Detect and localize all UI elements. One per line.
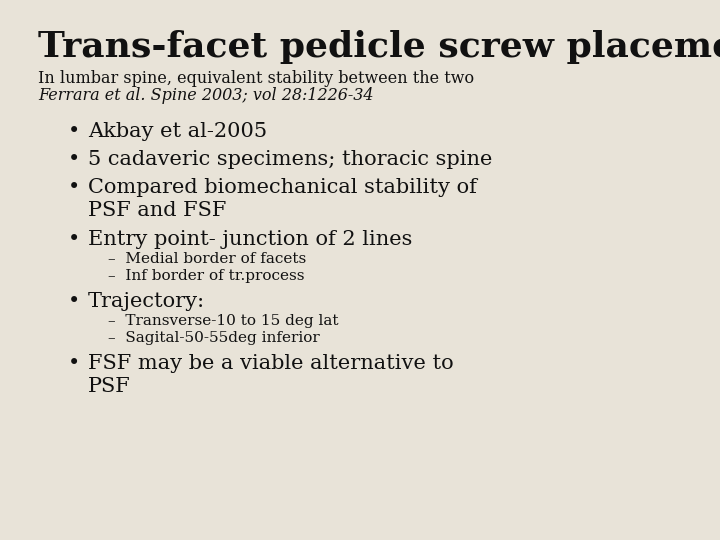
- Text: Trans-facet pedicle screw placement: Trans-facet pedicle screw placement: [38, 30, 720, 64]
- Text: –  Transverse-10 to 15 deg lat: – Transverse-10 to 15 deg lat: [108, 314, 338, 328]
- Text: Akbay et al-2005: Akbay et al-2005: [88, 122, 267, 141]
- Text: FSF may be a viable alternative to
PSF: FSF may be a viable alternative to PSF: [88, 354, 454, 396]
- Text: Compared biomechanical stability of
PSF and FSF: Compared biomechanical stability of PSF …: [88, 178, 477, 220]
- Text: •: •: [68, 292, 80, 311]
- Text: Ferrara et al. Spine 2003; vol 28:1226-34: Ferrara et al. Spine 2003; vol 28:1226-3…: [38, 87, 374, 104]
- Text: Trajectory:: Trajectory:: [88, 292, 205, 311]
- Text: •: •: [68, 150, 80, 169]
- Text: •: •: [68, 230, 80, 249]
- Text: •: •: [68, 122, 80, 141]
- Text: 5 cadaveric specimens; thoracic spine: 5 cadaveric specimens; thoracic spine: [88, 150, 492, 169]
- Text: •: •: [68, 354, 80, 373]
- Text: –  Inf border of tr.process: – Inf border of tr.process: [108, 269, 305, 283]
- Text: In lumbar spine, equivalent stability between the two: In lumbar spine, equivalent stability be…: [38, 70, 474, 87]
- Text: –  Medial border of facets: – Medial border of facets: [108, 252, 306, 266]
- Text: –  Sagital-50-55deg inferior: – Sagital-50-55deg inferior: [108, 331, 320, 345]
- Text: •: •: [68, 178, 80, 197]
- Text: Entry point- junction of 2 lines: Entry point- junction of 2 lines: [88, 230, 413, 249]
